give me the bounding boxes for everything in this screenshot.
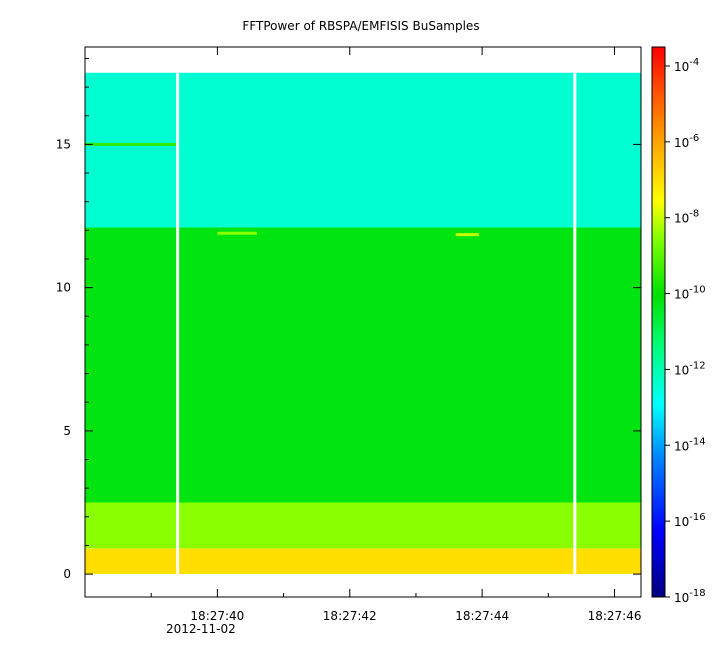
colorbar-tick-label: 10-10: [674, 285, 706, 302]
spectrogram-image: [85, 47, 641, 597]
colorbar: 10-4 10-6 10-8 10-10 10-12 10-14 10-16 10-18: [651, 46, 706, 605]
colorbar-tick-label: 10-4: [674, 57, 699, 74]
y-tick-label: 15: [56, 137, 71, 151]
spectral-band-3: [85, 72, 641, 228]
spectral-band-2: [85, 227, 641, 503]
colorbar-tick-label: 10-12: [674, 360, 706, 377]
spectral-band-1: [85, 502, 641, 549]
colorbar-tick-label: 10-6: [674, 133, 699, 150]
y-axis: 0 5 10 15: [56, 57, 641, 581]
colorbar-tick-label: 10-16: [674, 512, 706, 529]
colorbar-tick-label: 10-14: [674, 436, 706, 453]
chart-title: FFTPower of RBSPA/EMFISIS BuSamples: [242, 19, 479, 33]
plot-frame: [84, 46, 642, 598]
y-tick-label: 5: [63, 424, 71, 438]
x-tick-label: 18:27:44: [455, 609, 509, 623]
colorbar-tick-label: 10-18: [674, 588, 706, 605]
y-tick-label: 0: [63, 567, 71, 581]
x-tick-label: 18:27:40: [190, 609, 244, 623]
x-tick-label: 18:27:46: [588, 609, 642, 623]
data-gap-1: [573, 72, 577, 575]
y-tick-label: 10: [56, 281, 71, 295]
x-date-label: 2012-11-02: [166, 622, 236, 636]
spectral-band-0: [85, 548, 641, 575]
data-gap-0: [176, 72, 180, 575]
colorbar-scale: [651, 46, 666, 598]
x-axis: 18:27:40 18:27:42 18:27:44 18:27:46: [150, 47, 642, 623]
colorbar-tick-label: 10-8: [674, 209, 699, 226]
x-tick-label: 18:27:42: [323, 609, 377, 623]
